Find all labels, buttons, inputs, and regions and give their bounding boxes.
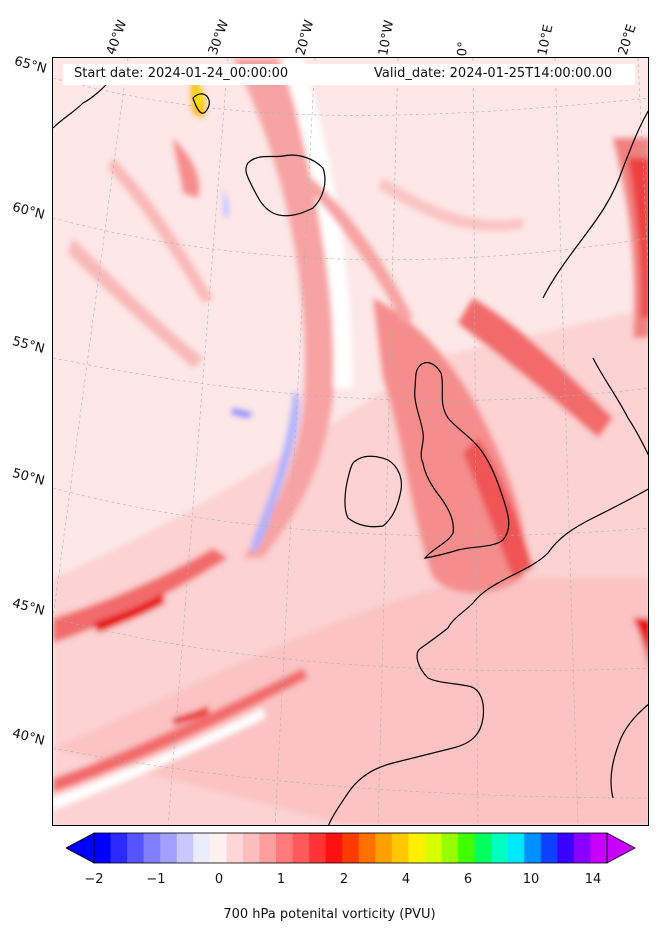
colorbar-extend-low	[66, 832, 95, 864]
colorbar-cell	[458, 833, 476, 863]
colorbar-cell	[391, 833, 409, 863]
colorbar-tick-label: 14	[584, 872, 602, 887]
lon-label-0: 0°	[455, 40, 472, 57]
lon-label-10w: 10°W	[376, 19, 398, 57]
colorbar-outline	[93, 832, 608, 864]
colorbar-cell	[209, 833, 227, 863]
colorbar-cell	[507, 833, 525, 863]
colorbar-cell	[276, 833, 294, 863]
lat-label-55n: 55°N	[10, 334, 47, 357]
colorbar-cell	[143, 833, 161, 863]
colorbar-cell	[325, 833, 343, 863]
pv-field-map	[53, 58, 648, 825]
colorbar-tick-label: 6	[463, 872, 473, 887]
colorbar-cell	[110, 833, 128, 863]
colorbar-tick-label: −2	[84, 872, 104, 887]
colorbar-cell	[259, 833, 277, 863]
colorbar-tick-label: 10	[522, 872, 540, 887]
colorbar-cell	[441, 833, 459, 863]
coastlines	[53, 77, 648, 825]
colorbar-extend-high	[606, 832, 636, 864]
colorbar-cell	[342, 833, 360, 863]
colorbar-tick-label: 2	[339, 872, 349, 887]
colorbar-cell	[94, 833, 112, 863]
colorbar	[66, 832, 636, 864]
lat-label-50n: 50°N	[10, 466, 47, 489]
colorbar-cell	[242, 833, 260, 863]
colorbar-cell	[557, 833, 575, 863]
lat-label-60n: 60°N	[10, 200, 47, 223]
lon-label-40w: 40°W	[103, 18, 131, 57]
colorbar-cell	[160, 833, 178, 863]
lon-label-30w: 30°W	[205, 18, 233, 57]
colorbar-cell	[408, 833, 426, 863]
pv-contours	[53, 58, 648, 825]
start-date-label: Start date: 2024-01-24_00:00:00	[74, 66, 289, 81]
lat-label-40n: 40°N	[10, 726, 47, 749]
colorbar-cell	[193, 833, 211, 863]
colorbar-cell	[375, 833, 393, 863]
lon-label-20e: 20°E	[615, 22, 640, 57]
colorbar-cell	[590, 833, 608, 863]
lat-label-65n: 65°N	[12, 54, 49, 77]
colorbar-cell	[491, 833, 509, 863]
header-strip	[63, 64, 635, 85]
colorbar-tick-label: −1	[146, 872, 166, 887]
colorbar-cell	[176, 833, 194, 863]
lon-label-20w: 20°W	[293, 18, 318, 57]
colorbar-cell	[424, 833, 443, 863]
colorbar-cell	[358, 833, 376, 863]
colorbar-cell	[309, 833, 327, 863]
colorbar-label: 700 hPa potenital vorticity (PVU)	[223, 907, 436, 922]
graticule	[53, 58, 648, 825]
colorbar-cell	[292, 833, 310, 863]
colorbar-tick-label: 0	[214, 872, 224, 887]
colorbar-tick-label: 4	[401, 872, 411, 887]
lon-label-10e: 10°E	[535, 23, 557, 58]
colorbar-cell	[573, 833, 591, 863]
colorbar-cell	[524, 833, 542, 863]
colorbar-cell	[127, 833, 145, 863]
colorbar-tick-label: 1	[276, 872, 286, 887]
colorbar-cell	[540, 833, 558, 863]
lat-label-45n: 45°N	[10, 596, 47, 619]
colorbar-cell	[474, 833, 492, 863]
map-panel	[52, 57, 649, 826]
colorbar-cell	[226, 833, 244, 863]
valid-date-label: Valid_date: 2024-01-25T14:00:00.00	[374, 66, 613, 81]
